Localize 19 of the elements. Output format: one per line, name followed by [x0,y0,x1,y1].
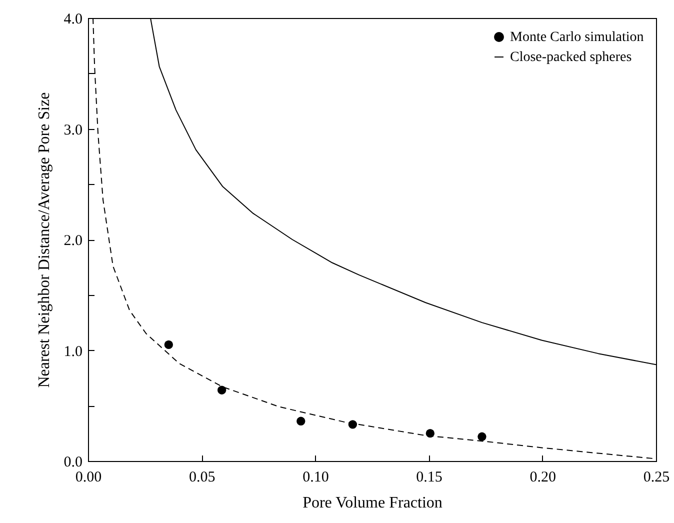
legend-label: Close-packed spheres [510,50,632,65]
x-tick-label: 0.25 [643,470,670,486]
x-tick-label: 0.20 [530,470,556,486]
point [164,340,173,350]
y-tick-label: 1.0 [64,344,82,360]
x-tick-label: 0.15 [416,470,442,486]
legend-label: Monte Carlo simulation [510,30,644,45]
y-tick-label: 2.0 [64,233,82,249]
x-tick-label: 0.05 [188,470,216,486]
x-axis-title: Pore Volume Fraction [302,494,442,512]
x-tick-label: 0.00 [75,470,102,486]
y-axis-title: Nearest Neighbor Distance/Average Pore Size [36,92,53,388]
x-tick-label: 0.10 [302,470,329,486]
point [296,416,306,426]
point [217,386,226,394]
y-tick-label: 4.0 [64,12,82,28]
y-tick-label: 0.0 [64,454,82,470]
y-tick-label: 3.0 [64,122,82,138]
point [478,432,486,441]
